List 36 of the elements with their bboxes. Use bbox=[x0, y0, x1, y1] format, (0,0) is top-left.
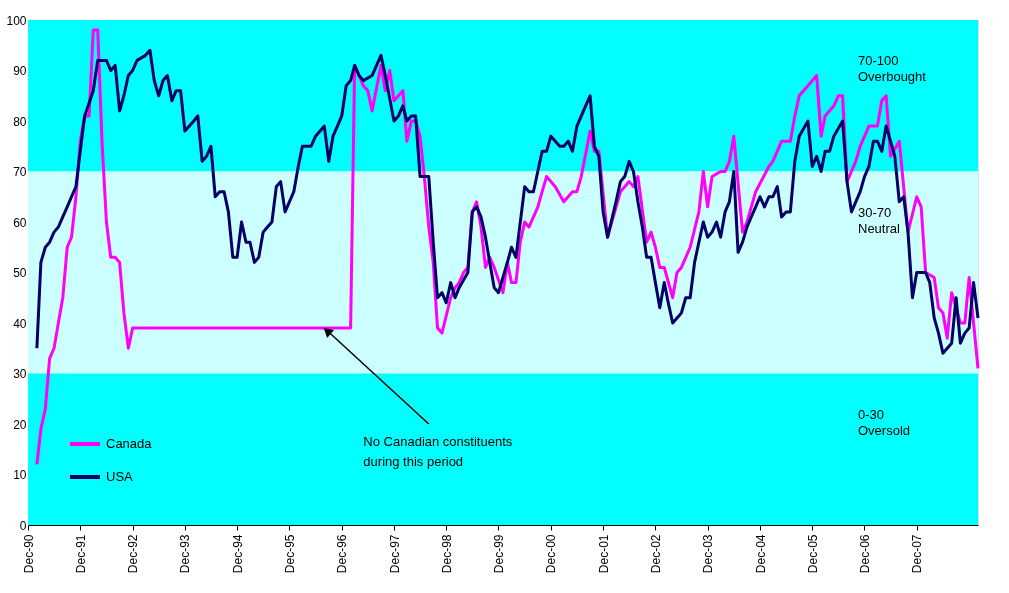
y-tick-label: 60 bbox=[13, 215, 27, 230]
y-tick-label: 90 bbox=[13, 64, 27, 78]
y-tick-label: 20 bbox=[13, 417, 27, 432]
x-tick-label: Dec-03 bbox=[701, 534, 716, 574]
x-tick-label: Dec-95 bbox=[282, 534, 297, 574]
y-tick-label: 100 bbox=[6, 13, 27, 28]
y-tick-label: 70 bbox=[13, 165, 27, 179]
annotation: No Canadian constituents during this period bbox=[363, 434, 513, 469]
x-tick-label: Dec-01 bbox=[596, 534, 611, 574]
legend-label: Canada bbox=[106, 436, 153, 451]
x-tick-label: Dec-91 bbox=[73, 534, 88, 574]
band-label: 0-30 Oversold bbox=[858, 406, 911, 438]
x-tick-label: Dec-04 bbox=[753, 534, 768, 574]
x-tick-label: Dec-94 bbox=[230, 534, 245, 574]
x-tick-label: Dec-06 bbox=[857, 534, 872, 574]
band-label: 30-70 Neutral bbox=[858, 204, 901, 236]
y-tick-label: 10 bbox=[13, 468, 27, 482]
x-tick-label: Dec-96 bbox=[335, 534, 350, 574]
line-series bbox=[35, 48, 980, 355]
y-tick-label: 50 bbox=[13, 266, 27, 280]
y-tick-label: 0 bbox=[19, 518, 27, 533]
y-tick-label: 80 bbox=[13, 114, 27, 129]
x-tick-label: Dec-98 bbox=[439, 534, 454, 574]
x-tick-label: Dec-07 bbox=[910, 534, 925, 574]
x-tick-label: Dec-92 bbox=[126, 534, 141, 574]
x-tick-label: Dec-97 bbox=[387, 534, 402, 574]
legend-label: USA bbox=[106, 469, 134, 484]
x-tick-label: Dec-90 bbox=[21, 534, 36, 574]
y-tick-label: 30 bbox=[13, 367, 27, 381]
x-tick-label: Dec-93 bbox=[178, 534, 193, 574]
band-label: 70-100 Overbought bbox=[858, 53, 927, 84]
y-tick-label: 40 bbox=[13, 316, 27, 331]
x-tick-label: Dec-99 bbox=[491, 534, 506, 574]
x-tick-label: Dec-02 bbox=[648, 534, 663, 574]
x-tick-label: Dec-05 bbox=[805, 534, 820, 574]
x-tick-label: Dec-00 bbox=[544, 534, 559, 574]
